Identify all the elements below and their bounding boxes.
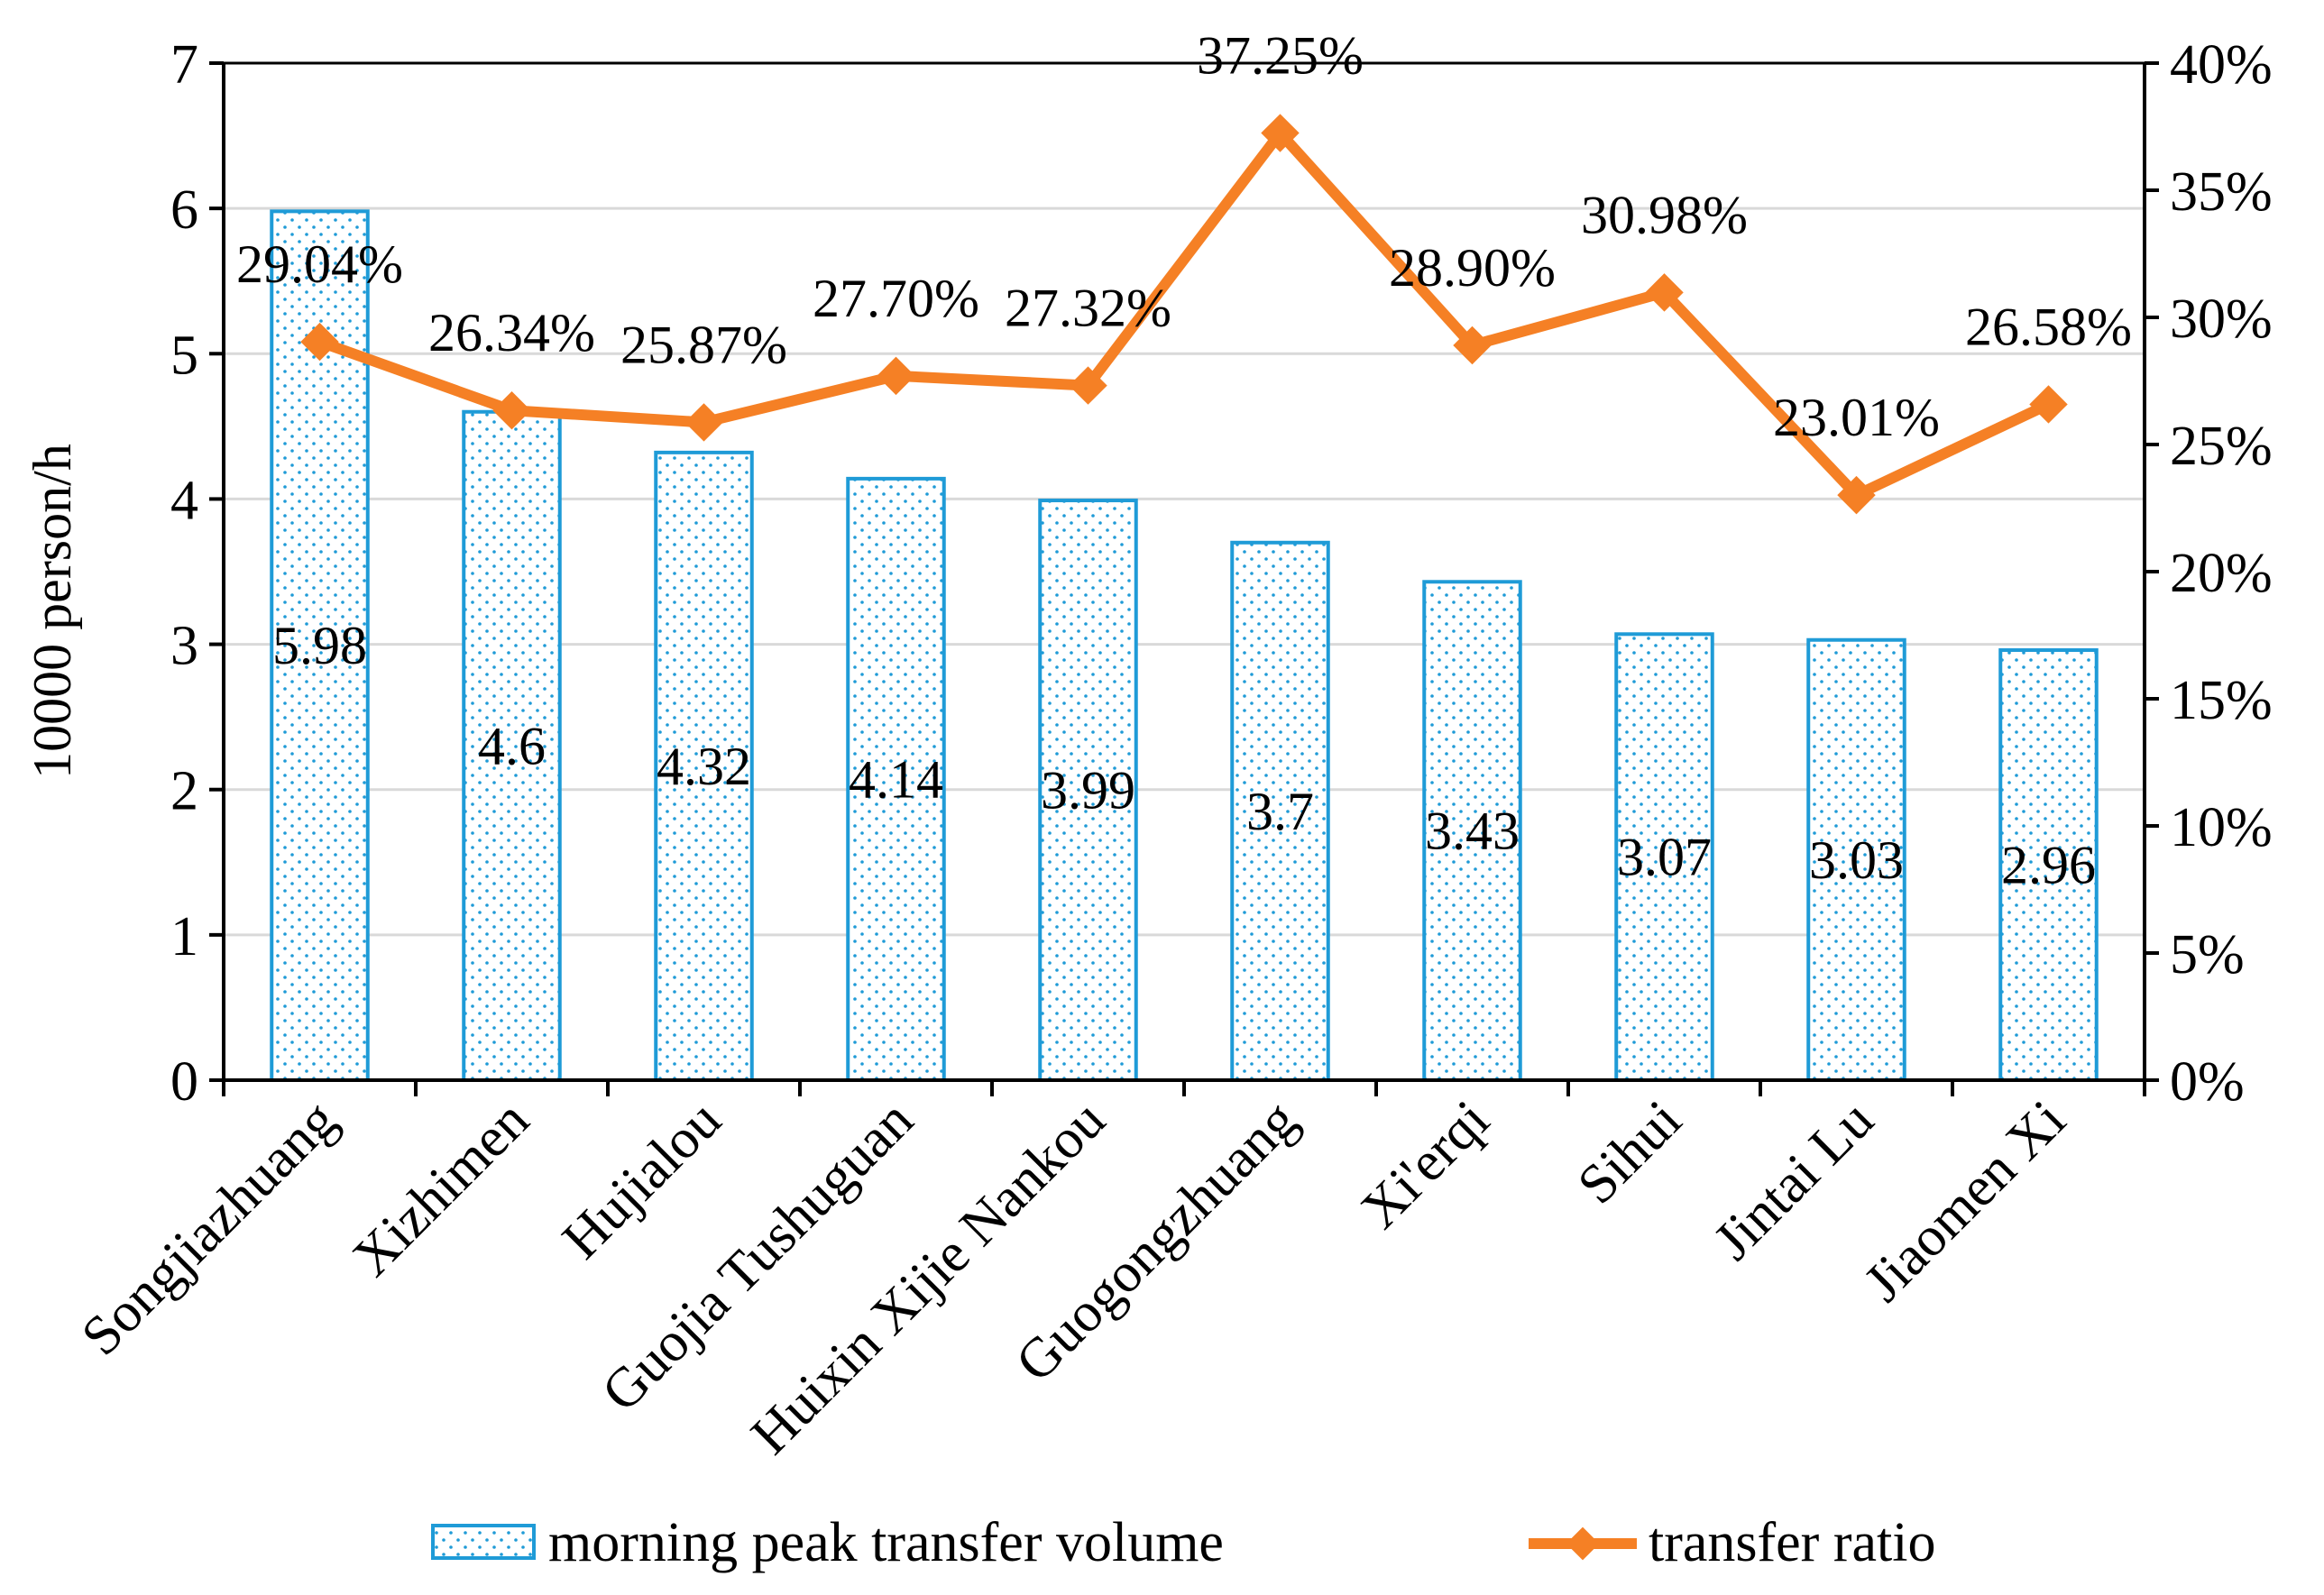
ratio-point xyxy=(300,322,339,362)
x-tick-label: Jintai Lu xyxy=(1703,1089,1886,1272)
y-tick-label: 4 xyxy=(170,470,198,531)
bar-value-label: 4.14 xyxy=(849,749,943,809)
y-tick-label: 5 xyxy=(170,325,198,386)
y2-tick-label: 40% xyxy=(2170,34,2273,96)
x-tick-label: Huixin Xijie Nankou xyxy=(739,1089,1116,1466)
x-tick-label: Sihui xyxy=(1566,1089,1694,1216)
x-tick-label: Jiaomen Xi xyxy=(1852,1089,2077,1314)
bar-value-label: 3.03 xyxy=(1809,830,1904,890)
bar xyxy=(1230,540,1330,1082)
x-tick-label: Songjiazhuang xyxy=(70,1089,349,1368)
legend-line-marker xyxy=(1566,1526,1600,1561)
ratio-value-label: 26.34% xyxy=(428,303,595,362)
bar xyxy=(1038,499,1138,1082)
ratio-line xyxy=(317,127,2052,501)
ratio-value-label: 28.90% xyxy=(1389,238,1556,298)
y2-tick-label: 10% xyxy=(2170,797,2273,858)
line-series xyxy=(300,114,2068,515)
x-tick-label: Hujialou xyxy=(551,1089,733,1271)
bar-value-label: 3.99 xyxy=(1041,761,1135,820)
ratio-point xyxy=(1453,325,1492,365)
y-tick-label: 7 xyxy=(170,34,198,96)
bar-value-label: 3.7 xyxy=(1246,782,1314,841)
y-tick-label: 2 xyxy=(170,761,198,822)
bar-value-label: 4.32 xyxy=(657,737,751,796)
bar-value-label: 3.43 xyxy=(1425,802,1520,861)
y2-tick-label: 0% xyxy=(2170,1051,2245,1113)
y-tick-label: 0 xyxy=(170,1051,198,1113)
ratio-point xyxy=(877,356,915,396)
data-labels: 5.98 4.6 4.32 4.14 3.99 3.7 3.43 3.07 3.03 2.96 29… xyxy=(236,26,2132,895)
bar xyxy=(654,450,754,1082)
x-tick-label: Xi'erqi xyxy=(1349,1089,1501,1241)
ratio-point xyxy=(1069,366,1107,405)
bar xyxy=(846,476,946,1082)
legend-bar-swatch xyxy=(431,1524,536,1560)
ratio-value-label: 30.98% xyxy=(1581,185,1748,244)
y-axis-title: 10000 person/h xyxy=(23,444,82,779)
bar xyxy=(1422,580,1522,1082)
ratio-point xyxy=(1261,114,1300,152)
bar-series xyxy=(270,209,2099,1082)
y2-tick-label: 25% xyxy=(2170,416,2273,477)
ratio-value-label: 26.58% xyxy=(1965,297,2132,356)
ratio-value-label: 27.70% xyxy=(813,269,979,328)
bar xyxy=(462,409,562,1082)
ratio-value-label: 23.01% xyxy=(1773,388,1940,447)
y2-tick-label: 30% xyxy=(2170,289,2273,350)
y-tick-label: 3 xyxy=(170,616,198,677)
bar-value-label: 2.96 xyxy=(2001,836,2096,895)
legend-bar-label: morning peak transfer volume xyxy=(548,1512,1224,1573)
legend: morning peak transfer volume transfer ra… xyxy=(431,1512,1935,1573)
x-tick-label: Xizhimen xyxy=(341,1089,540,1288)
bar-value-label: 4.6 xyxy=(478,716,546,775)
y2-tick-label: 35% xyxy=(2170,161,2273,223)
ratio-point xyxy=(684,403,723,442)
legend-line-label: transfer ratio xyxy=(1649,1512,1935,1573)
y-tick-label: 6 xyxy=(170,179,198,241)
ratio-point xyxy=(2029,385,2068,424)
bar-value-label: 3.07 xyxy=(1617,828,1712,887)
ratio-value-label: 25.87% xyxy=(620,315,787,374)
bar xyxy=(1614,632,1714,1082)
ratio-value-label: 37.25% xyxy=(1197,26,1364,86)
bar-value-label: 5.98 xyxy=(272,616,367,675)
ratio-point xyxy=(1645,273,1684,312)
bar xyxy=(1998,648,2099,1082)
y2-tick-label: 5% xyxy=(2170,924,2245,985)
ratio-value-label: 27.32% xyxy=(1005,279,1171,338)
ratio-value-label: 29.04% xyxy=(236,234,403,294)
y-tick-label: 1 xyxy=(170,906,198,967)
y2-tick-label: 20% xyxy=(2170,543,2273,604)
y2-tick-label: 15% xyxy=(2170,670,2273,731)
